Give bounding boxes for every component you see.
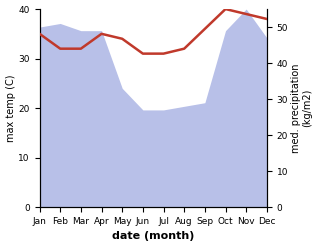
X-axis label: date (month): date (month) <box>112 231 194 242</box>
Y-axis label: med. precipitation
(kg/m2): med. precipitation (kg/m2) <box>291 63 313 153</box>
Y-axis label: max temp (C): max temp (C) <box>5 74 16 142</box>
